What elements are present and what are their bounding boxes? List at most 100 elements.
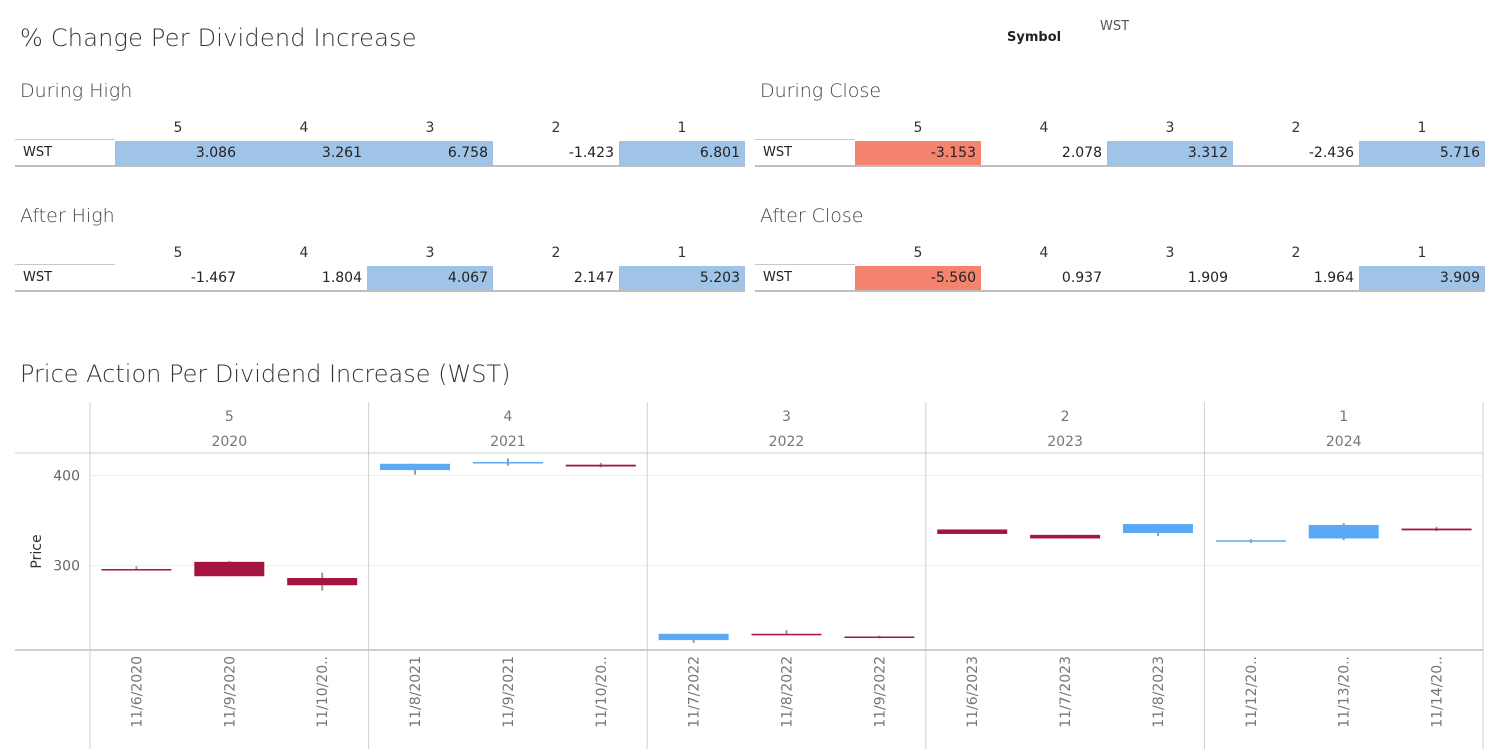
- table-cell[interactable]: 6.801: [619, 141, 745, 165]
- table-cell[interactable]: -1.423: [493, 141, 619, 165]
- table-cell[interactable]: 5.716: [1359, 141, 1485, 165]
- table-cell[interactable]: 0.937: [981, 266, 1107, 290]
- table-column-header: 2: [551, 120, 561, 136]
- table-cell[interactable]: -3.153: [855, 141, 981, 165]
- symbol-filter-value[interactable]: WST: [1100, 19, 1130, 34]
- table-row-label: WST: [763, 145, 793, 160]
- x-tick-label: 11/7/2023: [1058, 656, 1074, 728]
- table-cell[interactable]: 2.147: [493, 266, 619, 290]
- candle-body: [1401, 528, 1472, 531]
- x-tick-label: 11/9/2021: [501, 656, 517, 728]
- table-row-label: WST: [23, 145, 53, 160]
- table-column-header: 5: [913, 120, 923, 136]
- table-column-header: 4: [1039, 120, 1049, 136]
- table-cell[interactable]: 3.909: [1359, 266, 1485, 290]
- panel-year-label: 2022: [769, 434, 805, 450]
- x-tick-label: 11/8/2023: [1151, 656, 1167, 728]
- table-cell[interactable]: 3.312: [1107, 141, 1233, 165]
- table-column-header: 2: [551, 245, 561, 261]
- table-row-label: WST: [763, 270, 793, 285]
- table-bottom-border: [15, 165, 745, 167]
- table-cell[interactable]: 1.964: [1233, 266, 1359, 290]
- table-bottom-border: [15, 290, 745, 292]
- candle-body: [751, 633, 822, 636]
- x-tick-label: 11/12/20..: [1244, 656, 1260, 728]
- candle-body: [937, 529, 1008, 534]
- table-column-header: 5: [173, 245, 183, 261]
- table-cell[interactable]: 3.086: [115, 141, 241, 165]
- table-cell[interactable]: 1.804: [241, 266, 367, 290]
- candle-body: [472, 461, 543, 464]
- table-column-header: 5: [173, 120, 183, 136]
- table-column-header: 1: [1417, 120, 1427, 136]
- table-top-border: [15, 139, 115, 140]
- candle-body: [565, 464, 636, 467]
- x-tick-label: 11/9/2022: [872, 656, 888, 728]
- table-column-header: 3: [1165, 120, 1175, 136]
- table-title: After Close: [760, 205, 864, 227]
- y-tick-label: 300: [53, 558, 80, 574]
- table-cell[interactable]: -1.467: [115, 266, 241, 290]
- table-cell[interactable]: 6.758: [367, 141, 493, 165]
- panel-year-label: 2023: [1047, 434, 1083, 450]
- table-column-header: 1: [677, 245, 687, 261]
- table-column-header: 2: [1291, 120, 1301, 136]
- candle-body: [658, 633, 729, 641]
- table-top-border: [755, 139, 855, 140]
- x-tick-label: 11/6/2023: [965, 656, 981, 728]
- table-column-header: 5: [913, 245, 923, 261]
- panel-rank-label: 5: [225, 409, 234, 425]
- table-column-header: 4: [1039, 245, 1049, 261]
- chart-panels: 5 2020 4 2021 3 2022 2 2023 1 2024: [211, 402, 1484, 749]
- table-row-label: WST: [23, 270, 53, 285]
- table-cell[interactable]: 2.078: [981, 141, 1107, 165]
- y-tick-label: 400: [53, 468, 80, 484]
- table-cell[interactable]: -2.436: [1233, 141, 1359, 165]
- panel-rank-label: 3: [782, 409, 791, 425]
- table-cell[interactable]: 1.909: [1107, 266, 1233, 290]
- table-cell[interactable]: 3.261: [241, 141, 367, 165]
- candle-body: [1122, 524, 1193, 534]
- x-tick-label: 11/14/20..: [1430, 656, 1446, 728]
- symbol-filter-label: Symbol: [1007, 30, 1062, 45]
- y-axis-label: Price: [29, 534, 45, 568]
- panel-year-label: 2024: [1326, 434, 1362, 450]
- x-tick-label: 11/7/2022: [687, 656, 703, 728]
- candle-body: [287, 578, 358, 586]
- candle-body: [844, 636, 915, 639]
- chart-candles: [101, 458, 1472, 643]
- chart-title: Price Action Per Dividend Increase (WST): [20, 360, 511, 388]
- chart-grid: [90, 474, 1483, 566]
- candlestick-chart: 5 2020 4 2021 3 2022 2 2023 1 2024 300 400 Price 11/…: [15, 402, 1484, 749]
- x-tick-label: 11/8/2021: [408, 656, 424, 728]
- table-bottom-border: [755, 290, 1485, 292]
- table-column-header: 2: [1291, 245, 1301, 261]
- table-column-header: 1: [1417, 245, 1427, 261]
- panel-year-label: 2020: [211, 434, 247, 450]
- table-cell[interactable]: -5.560: [855, 266, 981, 290]
- table-title: During Close: [760, 80, 882, 102]
- dashboard-title: % Change Per Dividend Increase: [20, 24, 417, 52]
- candle-body: [101, 569, 172, 571]
- table-title: During High: [20, 80, 133, 102]
- table-column-header: 4: [299, 120, 309, 136]
- panel-rank-label: 2: [1061, 409, 1070, 425]
- table-cell[interactable]: 5.203: [619, 266, 745, 290]
- x-tick-label: 11/10/20..: [594, 656, 610, 728]
- candle-body: [1030, 534, 1101, 539]
- x-tick-label: 11/10/20..: [315, 656, 331, 728]
- candle-body: [194, 561, 265, 577]
- table-bottom-border: [755, 165, 1485, 167]
- chart-axes: 300 400 Price 11/6/2020 11/9/2020 11/10/20.. 1…: [15, 402, 1483, 749]
- candle-body: [1215, 540, 1286, 542]
- table-column-header: 3: [425, 120, 435, 136]
- x-tick-label: 11/13/20..: [1337, 656, 1353, 728]
- table-cell[interactable]: 4.067: [367, 266, 493, 290]
- candle-body: [1308, 524, 1379, 539]
- panel-rank-label: 1: [1339, 409, 1348, 425]
- candle-body: [380, 463, 451, 471]
- x-tick-label: 11/6/2020: [129, 656, 145, 728]
- table-column-header: 4: [299, 245, 309, 261]
- table-top-border: [755, 264, 855, 265]
- panel-rank-label: 4: [503, 409, 512, 425]
